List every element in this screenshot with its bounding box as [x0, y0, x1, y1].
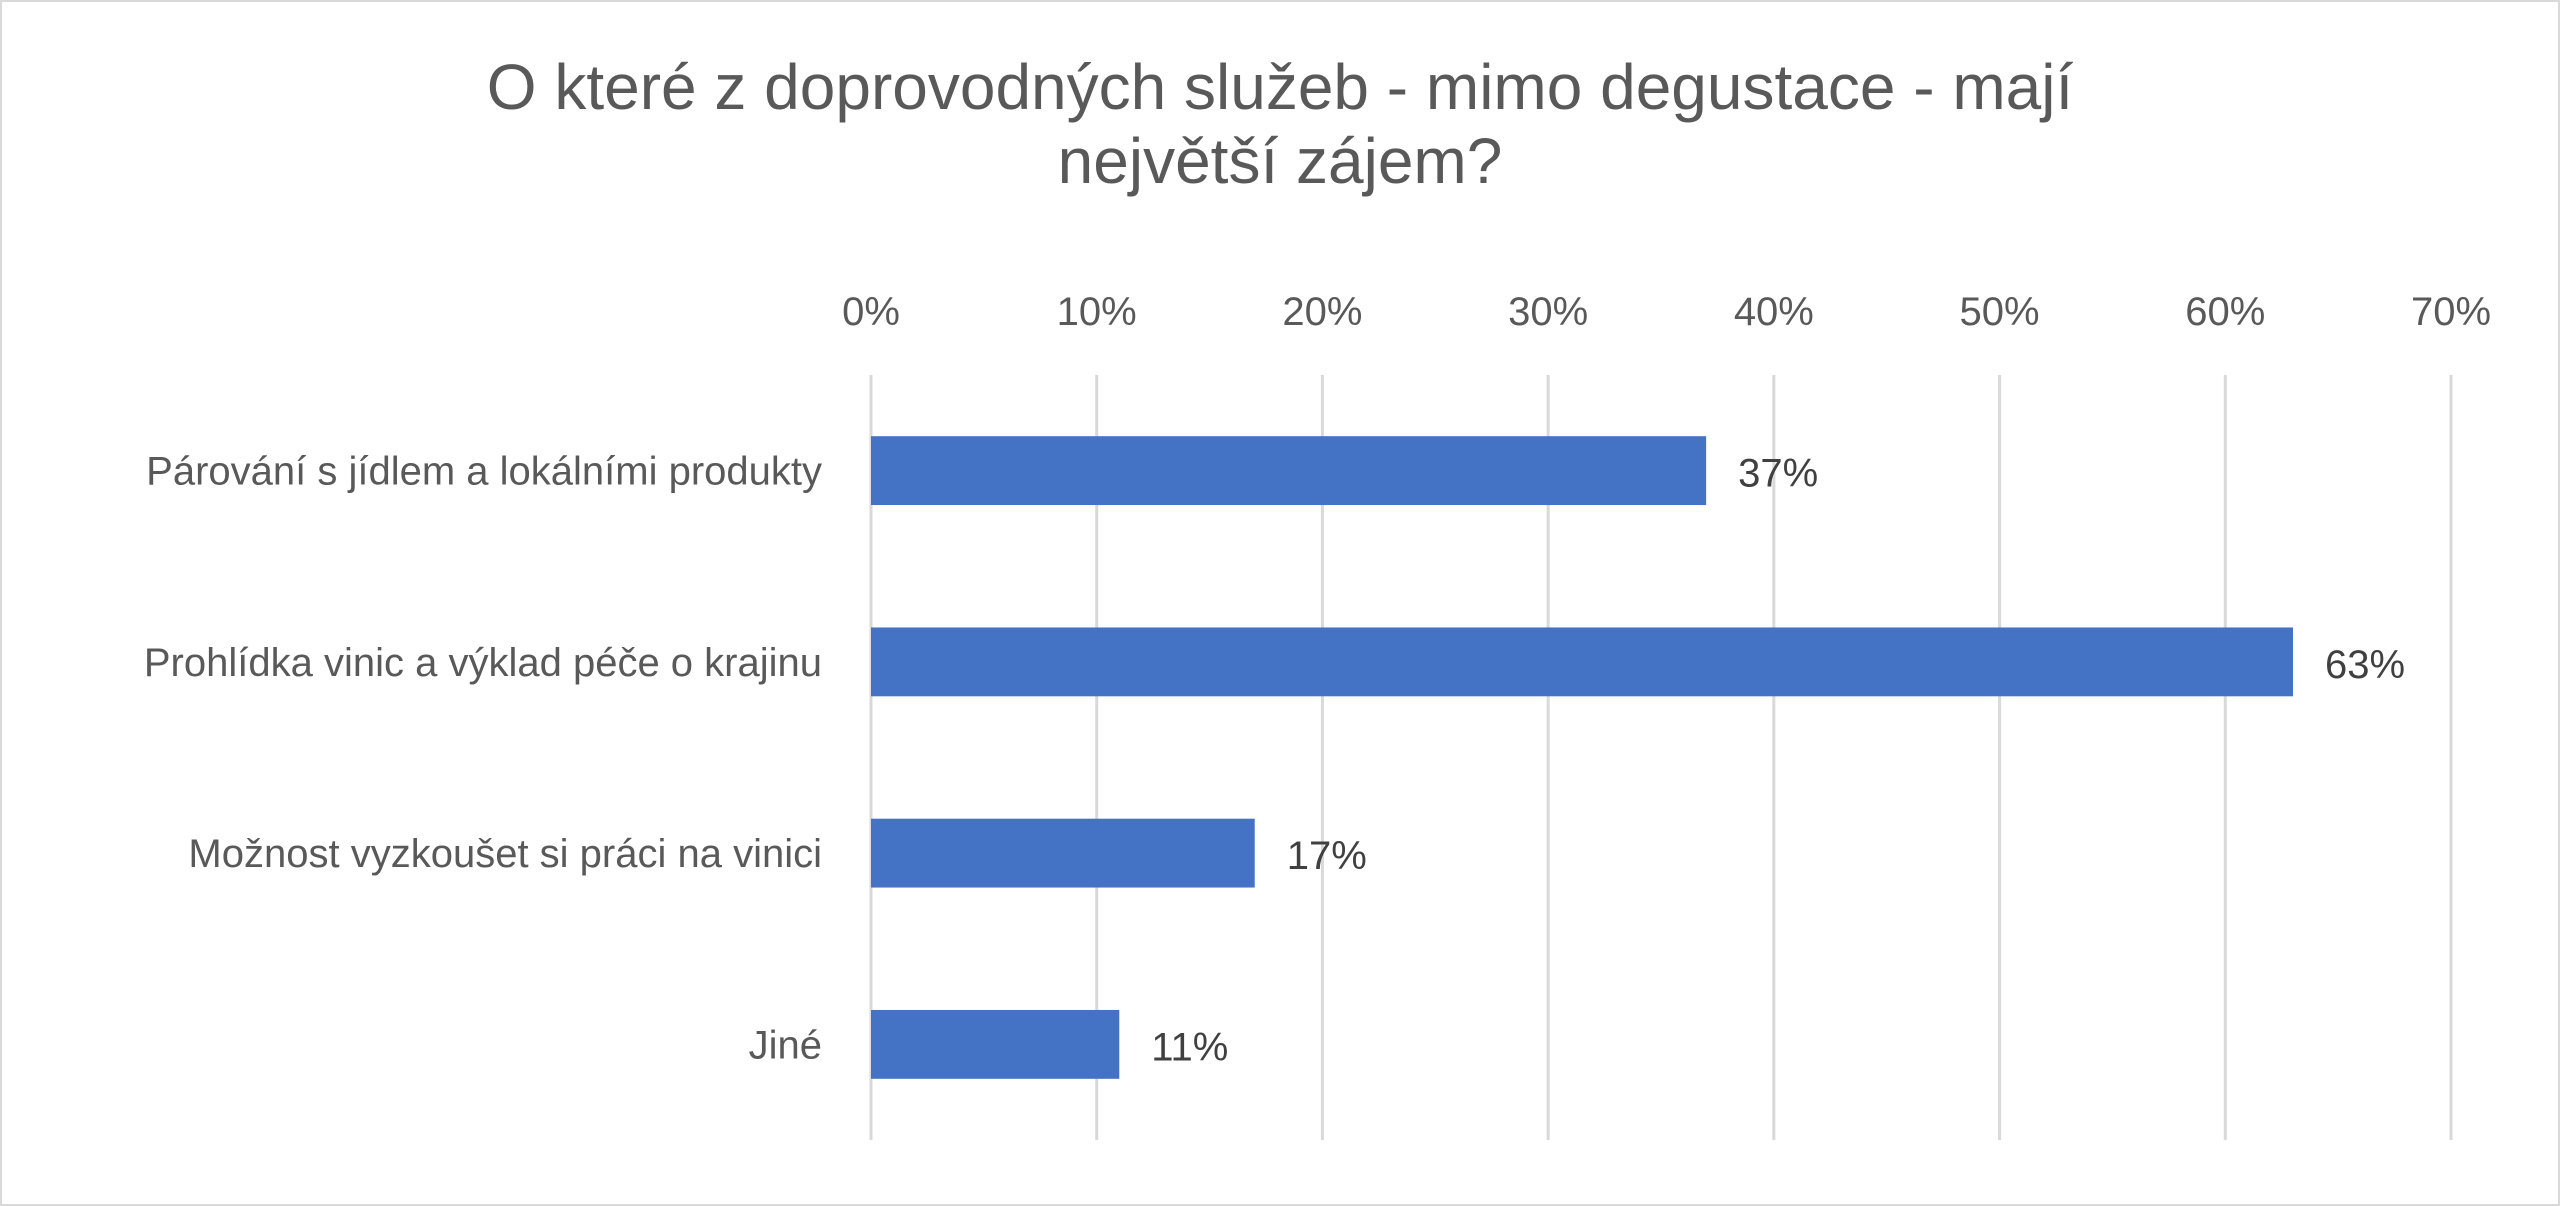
data-label: 37% [1738, 452, 1818, 496]
bar [871, 818, 1255, 888]
chart-title: O které z doprovodných služeb - mimo deg… [0, 50, 2560, 198]
category-label: Prohlídka vinic a výklad péče o krajinu [144, 641, 822, 685]
x-tick-label: 60% [2185, 290, 2265, 334]
chart-title-line-2: největší zájem? [1057, 125, 1503, 197]
bar [871, 627, 2293, 697]
data-label: 17% [1287, 834, 1367, 878]
x-tick-label: 70% [2411, 290, 2491, 334]
x-tick-label: 50% [1960, 290, 2040, 334]
category-label: Jiné [749, 1023, 822, 1067]
data-label: 63% [2325, 643, 2405, 687]
chart-title-line-1: O které z doprovodných služeb - mimo deg… [486, 51, 2074, 123]
x-tick-label: 0% [842, 290, 900, 334]
category-label: Možnost vyzkoušet si práci na vinici [188, 832, 822, 876]
x-tick-label: 40% [1734, 290, 1814, 334]
x-tick-label: 30% [1508, 290, 1588, 334]
bar [871, 1009, 1120, 1079]
data-label: 11% [1151, 1025, 1228, 1069]
x-tick-label: 10% [1057, 290, 1137, 334]
x-tick-label: 20% [1282, 290, 1362, 334]
category-label: Párování s jídlem a lokálními produkty [146, 450, 822, 494]
bar [871, 436, 1707, 506]
